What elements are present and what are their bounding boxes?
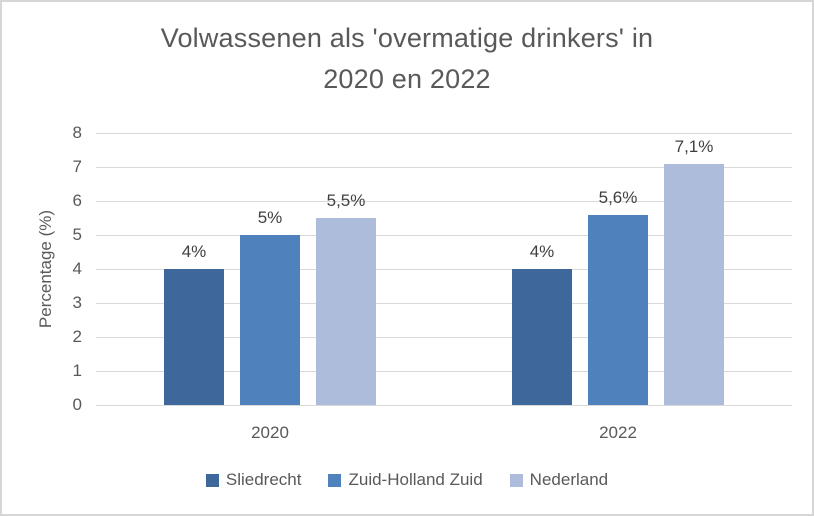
y-tick-label-4: 4 [72, 259, 82, 278]
gridline-y-2 [96, 336, 792, 338]
gridline-y-5 [96, 234, 792, 236]
y-tick-label-3: 3 [72, 293, 82, 312]
data-label-sliedrecht-2020: 4% [181, 242, 207, 261]
legend-swatch-icon [205, 473, 219, 487]
gridline-y-0 [96, 404, 792, 406]
data-label-zuid-holland-zuid-2022: 5,6% [598, 187, 638, 207]
y-tick-label-0: 0 [72, 395, 82, 414]
bar-nederland-2020 [316, 218, 376, 405]
x-category-label-2020: 2020 [251, 423, 289, 442]
chart-title: Volwassenen als 'overmatige drinkers' in… [2, 18, 812, 100]
legend-swatch-icon [328, 473, 342, 487]
data-label-nederland-2020: 5,5% [326, 191, 366, 210]
legend-item-sliedrecht: Sliedrecht [205, 470, 302, 490]
gridline-y-7 [96, 166, 792, 168]
legend-label: Zuid-Holland Zuid [348, 470, 483, 489]
gridline-y-6 [96, 200, 792, 202]
bar-sliedrecht-2022 [512, 269, 572, 405]
legend-item-zuid-holland-zuid: Zuid-Holland Zuid [328, 470, 483, 490]
gridline-y-4 [96, 268, 792, 270]
legend-swatch-icon [509, 473, 523, 487]
y-tick-label-2: 2 [72, 327, 82, 346]
y-tick-label-7: 7 [72, 157, 82, 176]
legend: Sliedrecht Zuid-Holland Zuid Nederland [2, 466, 812, 494]
data-label-sliedrecht-2022: 4% [529, 242, 555, 261]
bar-sliedrecht-2020 [164, 269, 224, 405]
y-tick-label-5: 5 [72, 225, 82, 244]
data-label-zuid-holland-zuid-2020: 5% [257, 208, 283, 227]
x-category-label-2022: 2022 [599, 423, 637, 442]
legend-item-nederland: Nederland [509, 470, 609, 490]
bar-nederland-2022 [664, 163, 724, 405]
bar-zuid-holland-zuid-2022 [588, 214, 648, 405]
legend-label: Nederland [529, 470, 609, 489]
bar-zuid-holland-zuid-2020 [240, 235, 300, 405]
y-tick-label-1: 1 [72, 361, 82, 380]
gridline-y-1 [96, 370, 792, 372]
y-tick-label-8: 8 [72, 123, 82, 142]
y-tick-label-6: 6 [72, 191, 82, 210]
gridline-y-8 [96, 132, 792, 134]
data-label-nederland-2022: 7,1% [674, 136, 714, 156]
gridline-y-3 [96, 302, 792, 304]
legend-label: Sliedrecht [225, 470, 302, 489]
plot-area: 4% 5% 5,5% 4% 5,6% 7,1% [96, 132, 792, 406]
chart-title-line-1: Volwassenen als 'overmatige drinkers' in [160, 23, 654, 53]
chart-title-line-2: 2020 en 2022 [323, 64, 491, 94]
